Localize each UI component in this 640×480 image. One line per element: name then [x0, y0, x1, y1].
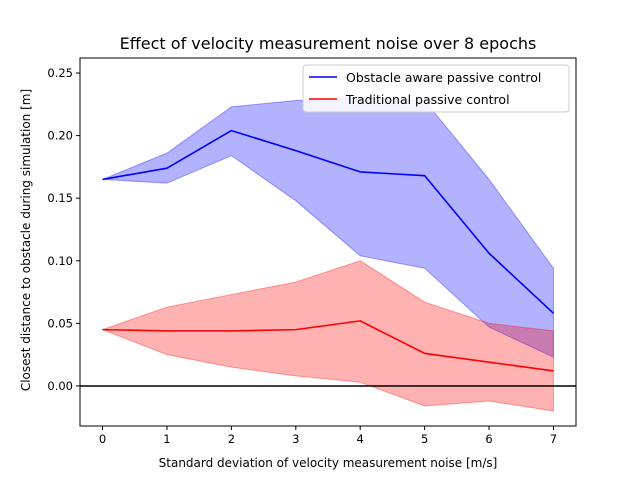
y-tick-label: 0.25 — [47, 66, 73, 80]
x-tick-label: 0 — [99, 432, 106, 446]
y-tick-label: 0.00 — [47, 379, 73, 393]
y-tick-label: 0.05 — [47, 316, 73, 330]
legend-label-0: Obstacle aware passive control — [346, 70, 541, 85]
series-line-0 — [102, 129, 555, 314]
x-tick-label: 4 — [357, 432, 364, 446]
x-tick-label: 7 — [550, 432, 557, 446]
x-tick-label: 6 — [485, 432, 492, 446]
x-axis-ticks: 0 1 2 3 4 5 6 7 — [99, 426, 557, 446]
y-tick-label: 0.10 — [47, 254, 73, 268]
series-line-1 — [102, 320, 554, 372]
series-lines — [102, 129, 555, 372]
x-tick-label: 1 — [163, 432, 170, 446]
y-axis-label: Closest distance to obstacle during simu… — [19, 89, 33, 391]
plot-area-frame — [79, 57, 577, 427]
x-tick-label: 3 — [292, 432, 299, 446]
x-tick-label: 2 — [228, 432, 235, 446]
legend-box — [302, 64, 570, 113]
y-tick-label: 0.20 — [47, 129, 73, 143]
x-tick-label: 5 — [421, 432, 428, 446]
y-tick-label: 0.15 — [47, 191, 73, 205]
legend: Obstacle aware passive control Traditiona… — [302, 64, 570, 113]
chart-title: Effect of velocity measurement noise ove… — [120, 34, 537, 53]
x-axis-label: Standard deviation of velocity measureme… — [159, 456, 498, 470]
y-axis-ticks: 0.00 0.05 0.10 0.15 0.20 0.25 — [47, 66, 80, 393]
legend-label-1: Traditional passive control — [345, 92, 510, 107]
